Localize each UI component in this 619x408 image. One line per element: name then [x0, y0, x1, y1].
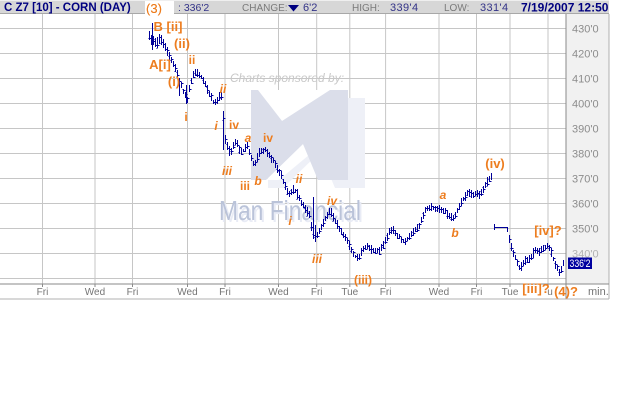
- svg-text:390'0: 390'0: [572, 124, 599, 136]
- svg-text:331'4: 331'4: [480, 2, 509, 14]
- svg-text:CHANGE:: CHANGE:: [242, 3, 288, 14]
- svg-text:u: u: [547, 287, 553, 298]
- svg-text:410'0: 410'0: [572, 74, 599, 86]
- svg-text:ii: ii: [220, 82, 227, 96]
- svg-text:Fri: Fri: [311, 287, 323, 298]
- svg-text:min.: min.: [588, 286, 609, 298]
- svg-text:(iv): (iv): [485, 156, 505, 171]
- svg-text:380'0: 380'0: [572, 149, 599, 161]
- svg-text:400'0: 400'0: [572, 99, 599, 111]
- svg-text:(i): (i): [168, 74, 180, 89]
- svg-text:iii: iii: [222, 164, 233, 178]
- svg-text:ii: ii: [189, 53, 196, 67]
- svg-text:Wed: Wed: [429, 287, 449, 298]
- svg-text:: 336'2: : 336'2: [178, 2, 209, 14]
- svg-text:339'4: 339'4: [390, 2, 419, 14]
- svg-text:B [ii]: B [ii]: [154, 19, 183, 34]
- svg-text:iv: iv: [229, 118, 239, 132]
- svg-text:Fri: Fri: [37, 287, 49, 298]
- svg-text:Fri: Fri: [127, 287, 139, 298]
- svg-text:ii: ii: [296, 172, 303, 186]
- svg-text:iii: iii: [312, 252, 323, 266]
- svg-text:[iv]?: [iv]?: [534, 223, 562, 238]
- svg-text:370'0: 370'0: [572, 174, 599, 186]
- svg-text:430'0: 430'0: [572, 24, 599, 36]
- svg-text:iii: iii: [240, 179, 250, 193]
- svg-text:iv: iv: [327, 194, 338, 208]
- svg-text:A[i]: A[i]: [149, 57, 171, 72]
- svg-text:Man Financial: Man Financial: [221, 197, 363, 228]
- svg-text:360'0: 360'0: [572, 199, 599, 211]
- svg-text:[iii]?: [iii]?: [522, 281, 549, 296]
- svg-text:b: b: [451, 226, 458, 240]
- svg-text:Fri: Fri: [380, 287, 392, 298]
- svg-text:6'2: 6'2: [303, 2, 317, 14]
- svg-text:Wed: Wed: [177, 287, 197, 298]
- svg-text:(3): (3): [146, 1, 162, 16]
- svg-text:i: i: [214, 119, 218, 133]
- svg-text:Tue: Tue: [502, 287, 519, 298]
- svg-text:Fri: Fri: [219, 287, 231, 298]
- svg-text:(3): (3): [146, 1, 162, 16]
- svg-text:350'0: 350'0: [572, 224, 599, 236]
- svg-text:Wed: Wed: [85, 287, 105, 298]
- svg-text:HIGH:: HIGH:: [352, 3, 380, 14]
- svg-text:Charts sponsored by:: Charts sponsored by:: [230, 71, 344, 85]
- svg-text:a: a: [440, 188, 447, 202]
- svg-text:i: i: [288, 214, 292, 228]
- svg-text:LOW:: LOW:: [444, 3, 469, 14]
- svg-text:Fri: Fri: [471, 287, 483, 298]
- svg-text:b: b: [254, 174, 261, 188]
- svg-text:(4)?: (4)?: [554, 284, 578, 299]
- svg-text:C Z7 [10] - CORN (DAY): C Z7 [10] - CORN (DAY): [4, 2, 131, 14]
- svg-text:Tue: Tue: [341, 287, 358, 298]
- svg-text:336'2: 336'2: [570, 258, 591, 270]
- svg-text:i: i: [184, 110, 187, 124]
- svg-text:420'0: 420'0: [572, 49, 599, 61]
- svg-text:a: a: [245, 131, 252, 145]
- svg-text:iv: iv: [263, 131, 273, 145]
- svg-text:(iii): (iii): [354, 273, 372, 287]
- svg-text:7/19/2007 12:50: 7/19/2007 12:50: [521, 1, 609, 15]
- svg-text:Wed: Wed: [268, 287, 288, 298]
- svg-text:(ii): (ii): [174, 36, 190, 51]
